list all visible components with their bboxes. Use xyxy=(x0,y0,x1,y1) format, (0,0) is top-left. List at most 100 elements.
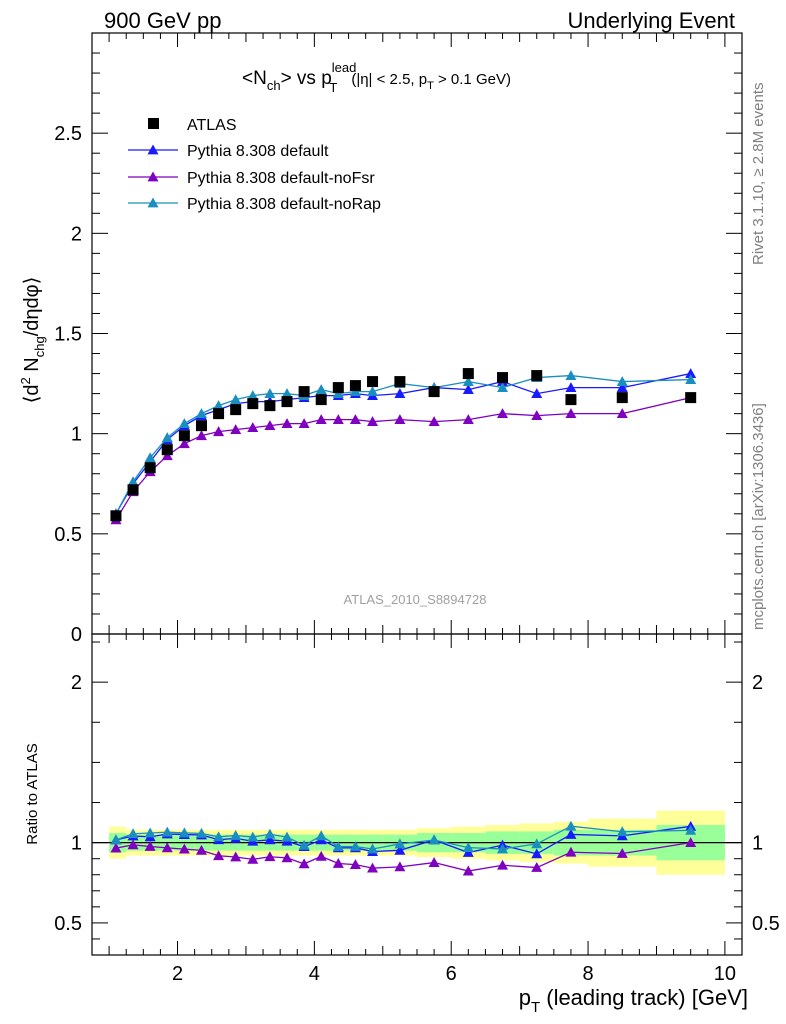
ratio-point xyxy=(462,865,474,876)
y-tick-label: 1 xyxy=(71,424,82,446)
atlas-point xyxy=(161,444,173,456)
atlas-point xyxy=(281,396,293,408)
series-point xyxy=(230,424,242,435)
series-point xyxy=(349,414,361,425)
ratio-point xyxy=(531,838,543,849)
ratio-point xyxy=(195,827,207,838)
y-tick-label: 2.5 xyxy=(54,123,82,145)
legend-label: Pythia 8.308 default-noFsr xyxy=(187,170,375,187)
legend-marker xyxy=(147,197,159,208)
ratio-point xyxy=(531,862,543,872)
ratio-point xyxy=(213,850,225,861)
series-point xyxy=(281,388,293,398)
ratio-point xyxy=(213,831,225,842)
ratio-point xyxy=(616,848,628,858)
atlas-point xyxy=(497,372,509,384)
series-point xyxy=(315,384,327,394)
ratio-point xyxy=(144,841,156,851)
ratio-point xyxy=(247,831,259,842)
atlas-point xyxy=(349,380,361,392)
series-point xyxy=(213,400,225,411)
ratio-point xyxy=(367,843,379,854)
ratio-point xyxy=(230,851,242,862)
ratio-point xyxy=(230,829,242,840)
x-tick-label: 10 xyxy=(714,963,736,985)
rivet-label: Rivet 3.1.10, ≥ 2.8M events xyxy=(750,83,767,266)
ratio-axis-label: Ratio to ATLAS xyxy=(24,743,41,844)
ratio-point xyxy=(110,842,122,853)
legend-label: Pythia 8.308 default-noRap xyxy=(187,196,381,213)
y-tick-label: 1.5 xyxy=(54,324,82,346)
ratio-point xyxy=(531,848,543,859)
ratio-point xyxy=(281,831,293,842)
ratio-point xyxy=(394,844,406,855)
series-point xyxy=(367,416,379,427)
ratio-point xyxy=(332,841,344,851)
legend-marker xyxy=(147,171,159,182)
x-tick-label: 8 xyxy=(582,963,593,985)
atlas-point xyxy=(264,400,276,412)
atlas-point xyxy=(110,510,122,522)
atlas-point xyxy=(616,392,628,404)
x-axis-label: pT (leading track) [GeV] xyxy=(519,985,748,1016)
analysis-label: ATLAS_2010_S8894728 xyxy=(344,592,487,607)
series-point xyxy=(178,438,190,449)
ratio-tick-label-right: 0.5 xyxy=(752,913,780,935)
ratio-point xyxy=(144,827,156,838)
ratio-point xyxy=(367,862,379,873)
x-tick-label: 2 xyxy=(172,963,183,985)
x-tick-label: 4 xyxy=(309,963,320,985)
series-point xyxy=(298,418,310,429)
ratio-point xyxy=(685,837,697,848)
y-tick-label: 0.5 xyxy=(54,524,82,546)
series-point xyxy=(367,386,379,396)
series-point xyxy=(616,408,628,419)
series-point xyxy=(462,414,474,425)
series-point xyxy=(264,388,276,398)
atlas-point xyxy=(195,420,207,432)
ratio-point xyxy=(298,839,310,850)
atlas-point xyxy=(144,462,156,474)
header-energy: 900 GeV pp xyxy=(104,8,221,33)
ratio-point xyxy=(110,834,122,845)
ratio-panel-frame xyxy=(91,633,743,956)
series-point xyxy=(428,416,440,427)
series-point xyxy=(281,418,293,429)
ratio-point xyxy=(315,830,327,841)
ratio-tick-label: 1 xyxy=(71,833,82,855)
header-topic: Underlying Event xyxy=(567,8,735,33)
series-point xyxy=(178,418,190,429)
series-point xyxy=(230,394,242,405)
series-point xyxy=(315,414,327,425)
series-point xyxy=(213,426,225,437)
series-point xyxy=(394,414,406,425)
series-point xyxy=(195,408,207,419)
legend-marker xyxy=(148,118,159,129)
axis-ticks: 2 4 6 8 10 0 0.5 1 1.5 2 2.5 0.5 0.5 1 1 2 2 xyxy=(54,33,780,985)
ratio-tick-label-right: 1 xyxy=(752,833,763,855)
y-tick-label: 2 xyxy=(71,223,82,245)
plot-title: <Nch> vs plead T (|η| < 2.5, pT > 0.1 GeV) xyxy=(242,60,511,95)
series-point xyxy=(531,388,543,398)
ratio-point xyxy=(685,824,697,835)
ratio-point xyxy=(178,843,190,854)
ratio-point xyxy=(315,850,327,861)
ratio-point xyxy=(195,844,207,855)
series-layer xyxy=(110,368,697,876)
ratio-point xyxy=(565,828,577,839)
series-1 xyxy=(110,368,697,859)
ratio-point xyxy=(565,820,577,831)
ratio-point xyxy=(247,853,259,864)
x-tick-label: 6 xyxy=(446,963,457,985)
ratio-point xyxy=(349,859,361,870)
series-point xyxy=(195,430,207,441)
atlas-point xyxy=(298,386,310,398)
series-point xyxy=(531,410,543,421)
ratio-point xyxy=(161,826,173,837)
ratio-tick-label: 0.5 xyxy=(54,913,82,935)
series-point xyxy=(565,382,577,392)
series-point xyxy=(247,390,259,401)
ratio-point xyxy=(298,858,310,869)
ratio-point xyxy=(178,827,190,838)
ratio-point xyxy=(428,834,440,845)
